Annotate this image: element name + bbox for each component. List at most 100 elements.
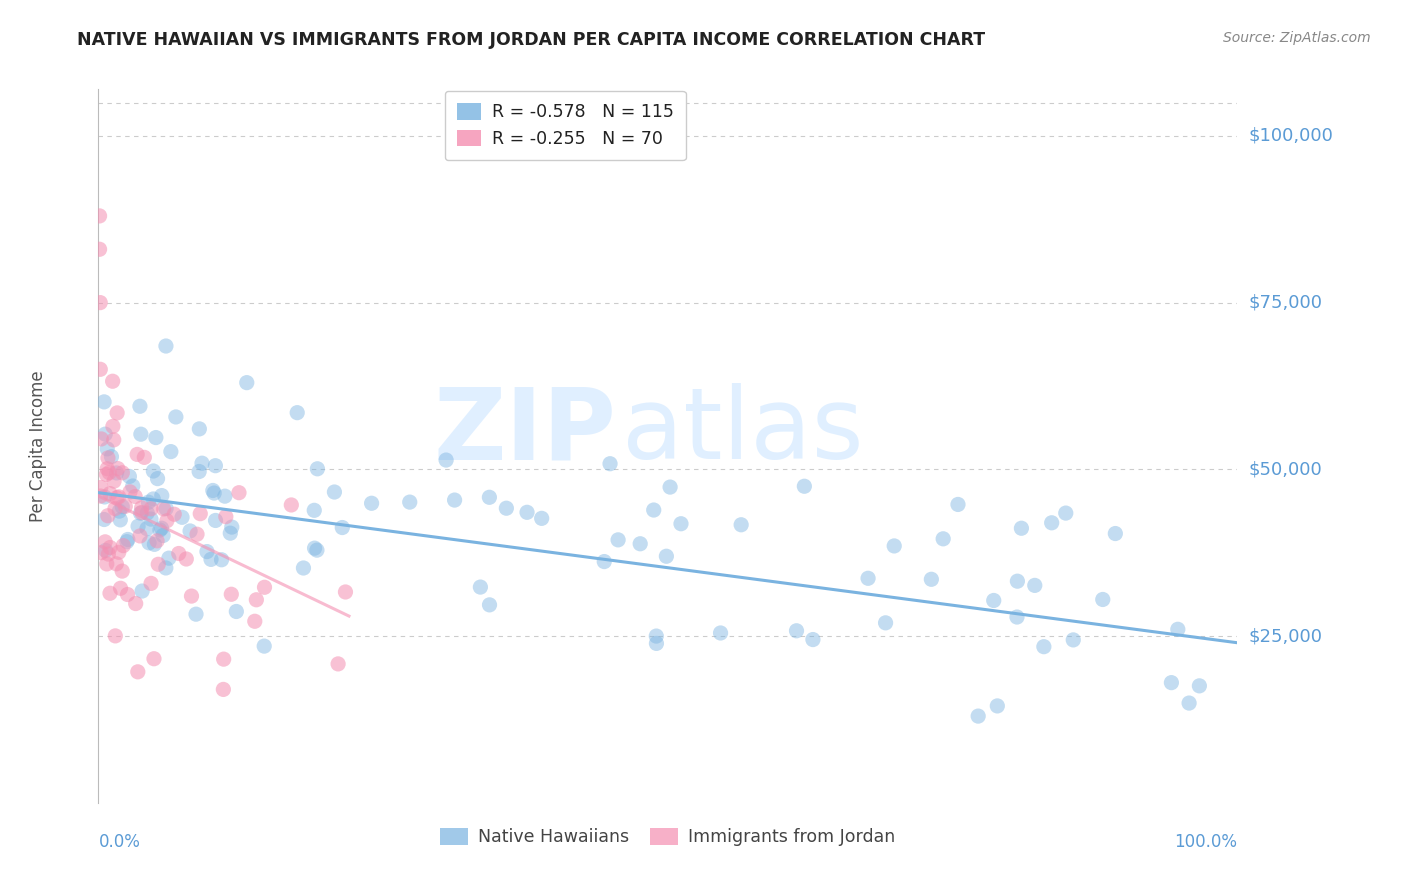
Point [143,537,166,551]
Point [155,501,177,516]
Point [118,484,141,499]
Point [96,557,118,571]
Point [96,461,118,475]
Point [98,486,121,500]
Point [188,507,211,521]
Point [107,545,129,559]
Point [236,376,259,390]
Point [112,539,135,553]
Legend: Native Hawaiians, Immigrants from Jordan: Native Hawaiians, Immigrants from Jordan [432,819,904,855]
Point [188,422,211,436]
Point [730,517,752,532]
Point [659,480,682,494]
Point [221,520,243,534]
Point [607,533,630,547]
Point [669,516,692,531]
Text: 100.0%: 100.0% [1174,833,1237,851]
Point [398,495,420,509]
Point [134,450,156,465]
Point [89,242,111,256]
Point [195,544,218,558]
Point [96,467,118,482]
Point [142,491,165,506]
Point [111,564,134,578]
Point [628,537,651,551]
Point [110,582,132,596]
Point [280,498,302,512]
Point [1091,592,1114,607]
Point [124,597,146,611]
Point [121,479,143,493]
Point [360,496,382,510]
Point [104,629,127,643]
Point [89,295,111,310]
Point [98,541,121,555]
Point [179,524,201,538]
Point [155,561,177,575]
Point [801,632,824,647]
Text: NATIVE HAWAIIAN VS IMMIGRANTS FROM JORDAN PER CAPITA INCOME CORRELATION CHART: NATIVE HAWAIIAN VS IMMIGRANTS FROM JORDA… [77,31,986,49]
Point [643,503,665,517]
Text: 0.0%: 0.0% [98,833,141,851]
Text: atlas: atlas [623,384,863,480]
Point [105,406,128,420]
Text: ZIP: ZIP [433,384,617,480]
Point [148,558,170,572]
Point [105,466,128,480]
Point [335,585,357,599]
Point [111,500,134,514]
Point [131,500,153,515]
Point [212,682,235,697]
Point [214,489,236,503]
Text: $75,000: $75,000 [1249,293,1323,311]
Point [225,605,247,619]
Point [152,528,174,542]
Point [920,572,942,586]
Point [1005,610,1028,624]
Point [188,465,211,479]
Point [145,431,167,445]
Point [323,485,346,500]
Point [495,501,517,516]
Point [228,485,250,500]
Point [184,607,207,622]
Point [155,339,177,353]
Point [131,506,153,520]
Point [645,636,668,650]
Point [98,466,121,480]
Point [443,493,465,508]
Point [94,543,117,558]
Point [215,509,238,524]
Point [90,432,112,446]
Point [160,444,183,458]
Point [104,501,127,516]
Point [150,521,173,535]
Point [212,652,235,666]
Point [156,514,179,528]
Point [117,587,139,601]
Point [253,580,276,594]
Point [204,458,226,473]
Point [201,483,224,498]
Text: $25,000: $25,000 [1249,627,1323,645]
Point [117,533,139,547]
Point [107,461,129,475]
Point [983,593,1005,607]
Point [932,532,955,546]
Point [167,547,190,561]
Point [434,453,457,467]
Point [97,547,120,561]
Point [103,474,125,488]
Text: Source: ZipAtlas.com: Source: ZipAtlas.com [1223,31,1371,45]
Point [883,539,905,553]
Point [165,409,187,424]
Point [136,506,159,520]
Point [170,510,193,524]
Point [1062,632,1084,647]
Point [174,552,197,566]
Point [111,466,134,480]
Point [139,501,162,516]
Point [110,513,132,527]
Point [100,450,122,464]
Point [946,498,969,512]
